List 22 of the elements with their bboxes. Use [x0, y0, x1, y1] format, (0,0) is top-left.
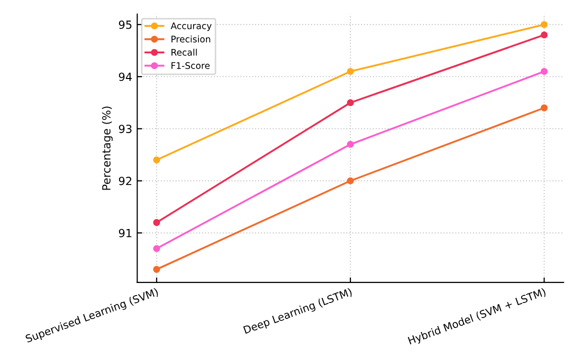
point: [153, 219, 160, 226]
point: [346, 177, 354, 184]
point: [540, 104, 548, 112]
y-tick-label: 91: [118, 228, 132, 238]
y-tick-label: 93: [118, 124, 132, 134]
point: [153, 266, 160, 273]
point: [346, 68, 354, 75]
y-tick-label: 95: [118, 20, 132, 29]
point: [540, 21, 548, 28]
y-axis-title: Percentage (%): [102, 106, 113, 190]
point: [153, 156, 160, 164]
point: [540, 68, 548, 75]
legend-label: Precision: [172, 35, 210, 42]
y-tick-label: 94: [118, 72, 132, 82]
legend-label: F1-Score: [172, 62, 210, 69]
point: [346, 99, 354, 106]
legend-label: Accuracy: [170, 22, 212, 31]
point: [153, 245, 160, 252]
y-tick-label: 92: [118, 176, 132, 186]
point: [540, 31, 548, 38]
legend-label: Recall: [172, 48, 197, 56]
point: [346, 140, 354, 148]
